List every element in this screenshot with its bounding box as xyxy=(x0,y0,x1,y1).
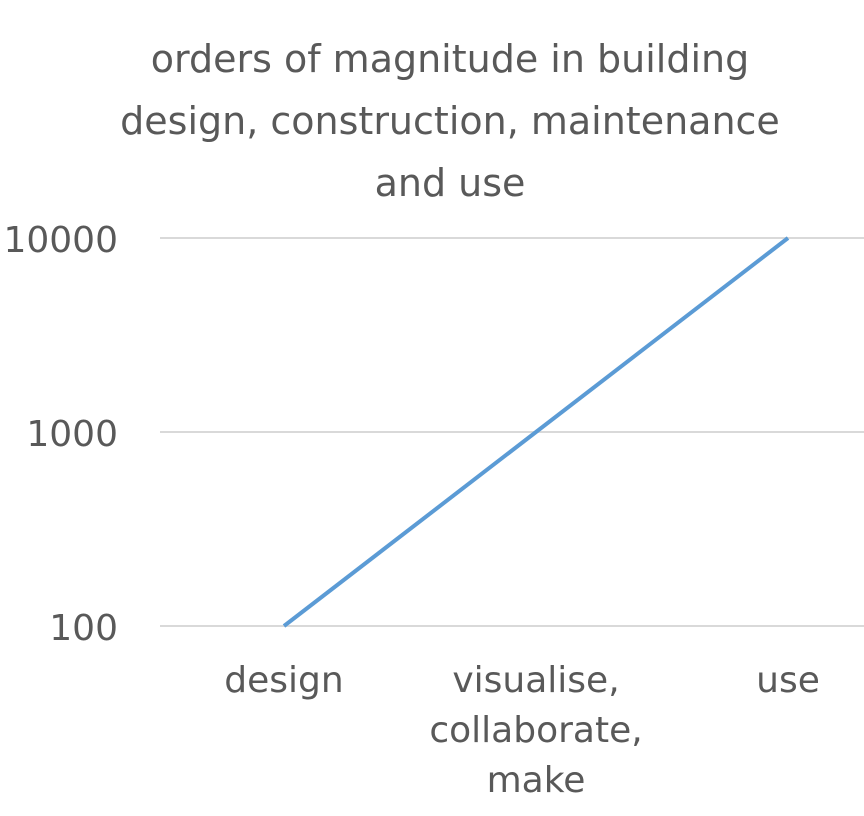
x-tick-label: collaborate, xyxy=(429,710,642,751)
x-tick-label: design xyxy=(224,660,343,701)
x-tick-label: use xyxy=(756,660,820,701)
x-tick-label: make xyxy=(487,760,586,801)
y-tick-label: 10000 xyxy=(3,220,118,261)
series-line xyxy=(282,236,790,628)
x-tick-label: visualise, xyxy=(452,660,619,701)
chart-title: orders of magnitude in building design, … xyxy=(120,37,780,205)
y-tick-label: 100 xyxy=(49,608,118,649)
y-tick-label: 1000 xyxy=(26,414,118,455)
